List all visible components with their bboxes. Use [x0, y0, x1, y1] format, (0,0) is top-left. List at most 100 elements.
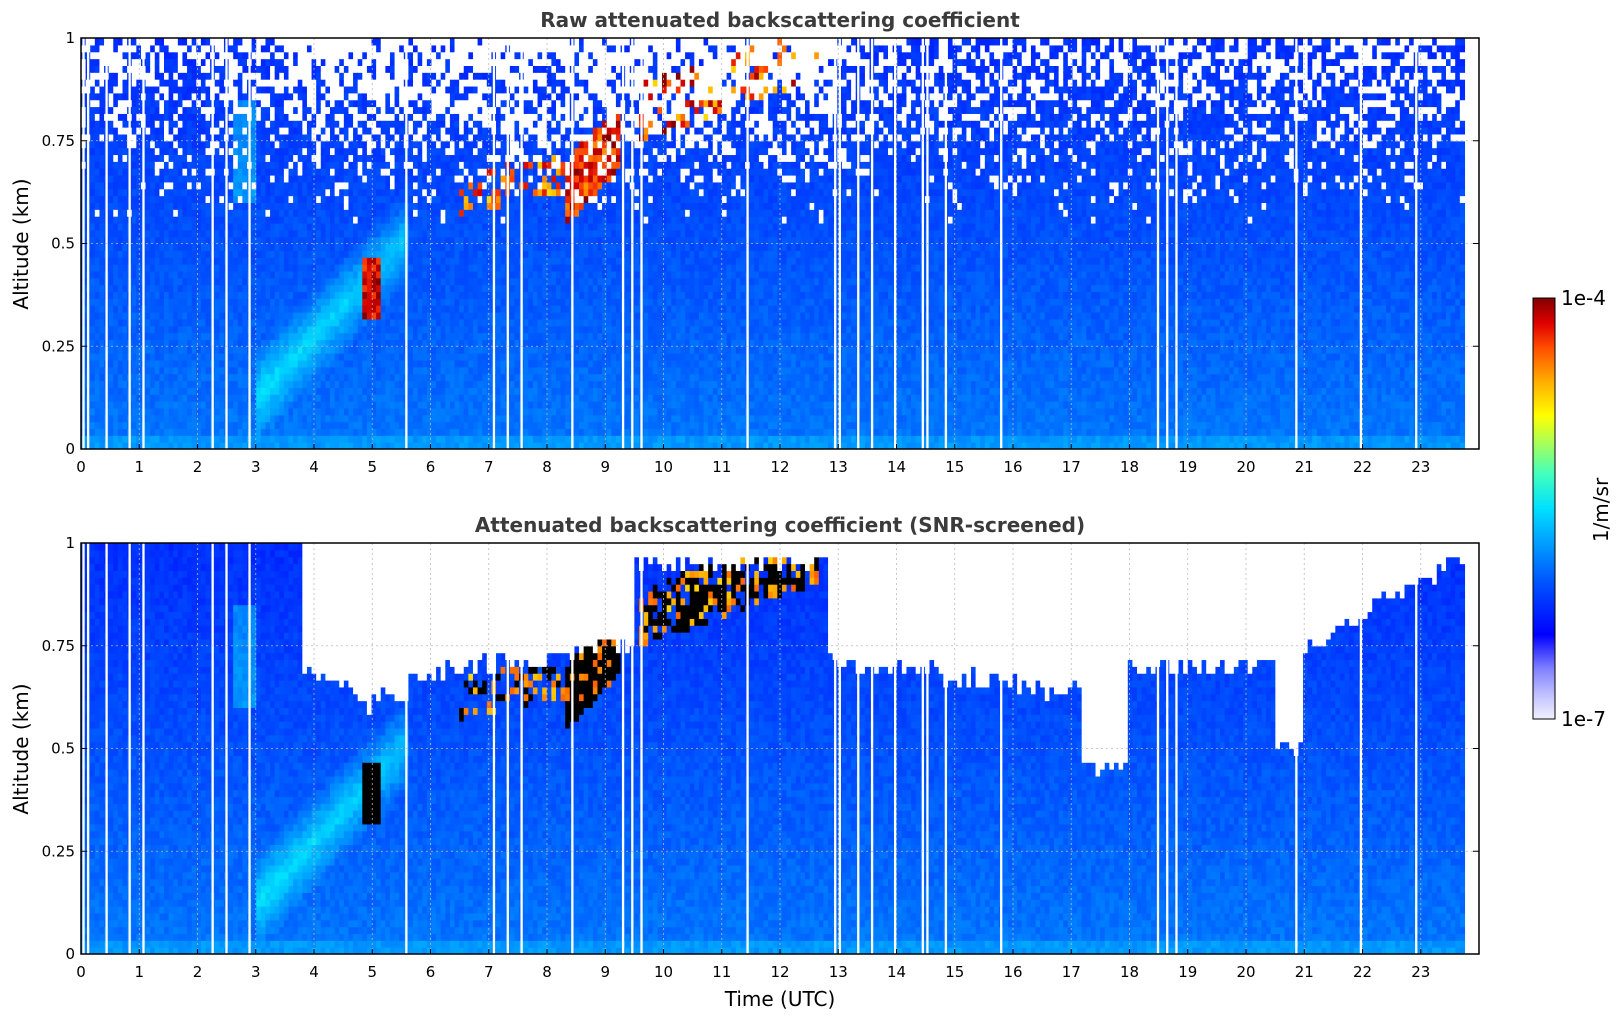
heatmap-cell — [168, 106, 174, 114]
heatmap-cell — [339, 222, 345, 231]
heatmap-cell — [293, 380, 299, 388]
heatmap-cell — [320, 147, 327, 156]
heatmap-cell — [380, 161, 386, 169]
heatmap-cell — [260, 407, 267, 416]
heatmap-cell — [283, 339, 290, 347]
heatmap-cell — [302, 318, 308, 327]
heatmap-cell — [283, 161, 290, 169]
heatmap-cell — [182, 92, 188, 101]
heatmap-cell — [117, 332, 124, 340]
heatmap-cell — [422, 188, 428, 197]
heatmap-cell — [177, 38, 184, 46]
heatmap-cell — [90, 318, 96, 327]
heatmap-cell — [279, 442, 285, 449]
heatmap-cell — [237, 442, 243, 449]
heatmap-cell — [90, 133, 96, 142]
heatmap-cell — [297, 264, 303, 272]
heatmap-cell — [122, 250, 128, 258]
heatmap-cell — [320, 38, 327, 46]
heatmap-cell — [113, 346, 119, 354]
heatmap-cell — [173, 79, 179, 87]
heatmap-cell — [94, 154, 101, 162]
heatmap-cell — [339, 65, 345, 73]
heatmap-cell — [413, 442, 419, 449]
heatmap-cell — [113, 421, 119, 430]
heatmap-cell — [237, 216, 243, 224]
heatmap-cell — [385, 373, 391, 382]
heatmap-cell — [283, 133, 290, 142]
heatmap-cell — [242, 312, 248, 320]
heatmap-cell — [173, 373, 179, 382]
heatmap-cell — [191, 346, 197, 354]
heatmap-cell — [196, 339, 202, 347]
heatmap-cell — [219, 181, 225, 190]
heatmap-cell — [214, 373, 220, 382]
heatmap-cell — [117, 209, 124, 217]
heatmap-cell — [357, 106, 363, 114]
heatmap-cell — [330, 209, 336, 217]
heatmap-cell — [177, 407, 184, 416]
heatmap-cell — [177, 99, 184, 108]
heatmap-cell — [145, 312, 151, 320]
heatmap-cell — [389, 202, 396, 210]
heatmap-cell — [362, 229, 368, 238]
heatmap-cell — [302, 414, 308, 423]
heatmap-cell — [380, 421, 386, 430]
heatmap-cell — [422, 359, 428, 368]
heatmap-cell — [242, 236, 248, 245]
heatmap-cell — [431, 346, 437, 354]
heatmap-cell — [353, 99, 359, 108]
heatmap-cell — [117, 305, 124, 313]
heatmap-cell — [302, 229, 308, 238]
heatmap-cell — [265, 366, 271, 375]
heatmap-cell — [426, 72, 433, 80]
heatmap-cell — [440, 359, 446, 368]
heatmap-cell — [353, 72, 359, 80]
heatmap-cell — [177, 229, 184, 238]
heatmap-cell — [136, 92, 142, 101]
heatmap-cell — [270, 85, 276, 94]
heatmap-cell — [422, 318, 428, 327]
heatmap-cell — [177, 92, 184, 101]
heatmap-cell — [265, 106, 271, 114]
heatmap-cell — [196, 127, 202, 135]
heatmap-cell — [353, 366, 359, 375]
heatmap-cell — [316, 188, 322, 197]
heatmap-cell — [108, 243, 114, 251]
heatmap-cell — [417, 236, 423, 245]
heatmap-cell — [371, 325, 377, 334]
heatmap-cell — [306, 243, 313, 251]
heatmap-cell — [117, 229, 124, 238]
heatmap-cell — [159, 394, 165, 402]
heatmap-cell — [94, 277, 101, 286]
heatmap-cell — [94, 168, 101, 176]
heatmap-cell — [182, 380, 188, 388]
heatmap-cell — [330, 181, 336, 190]
heatmap-cell — [459, 154, 465, 162]
heatmap-cell — [233, 339, 239, 347]
heatmap-cell — [182, 353, 188, 361]
heatmap-cell — [380, 373, 386, 382]
heatmap-cell — [196, 380, 202, 388]
heatmap-cell — [306, 44, 313, 53]
heatmap-cell — [385, 195, 391, 203]
heatmap-cell — [214, 229, 220, 238]
heatmap-cell — [233, 202, 239, 210]
heatmap-cell — [122, 414, 128, 423]
heatmap-cell — [353, 442, 359, 449]
heatmap-cell — [334, 373, 340, 382]
heatmap-cell — [454, 442, 460, 449]
heatmap-cell — [426, 421, 433, 430]
heatmap-cell — [108, 373, 114, 382]
heatmap-cell — [348, 133, 354, 142]
heatmap-cell — [366, 209, 373, 217]
heatmap-cell — [366, 257, 373, 265]
heatmap-cell — [353, 209, 359, 217]
heatmap-cell — [260, 421, 267, 430]
heatmap-cell — [348, 284, 354, 293]
heatmap-cell — [293, 92, 299, 101]
heatmap-cell — [154, 305, 160, 313]
heatmap-cell — [431, 401, 437, 409]
heatmap-cell — [408, 133, 414, 142]
heatmap-cell — [94, 366, 101, 375]
